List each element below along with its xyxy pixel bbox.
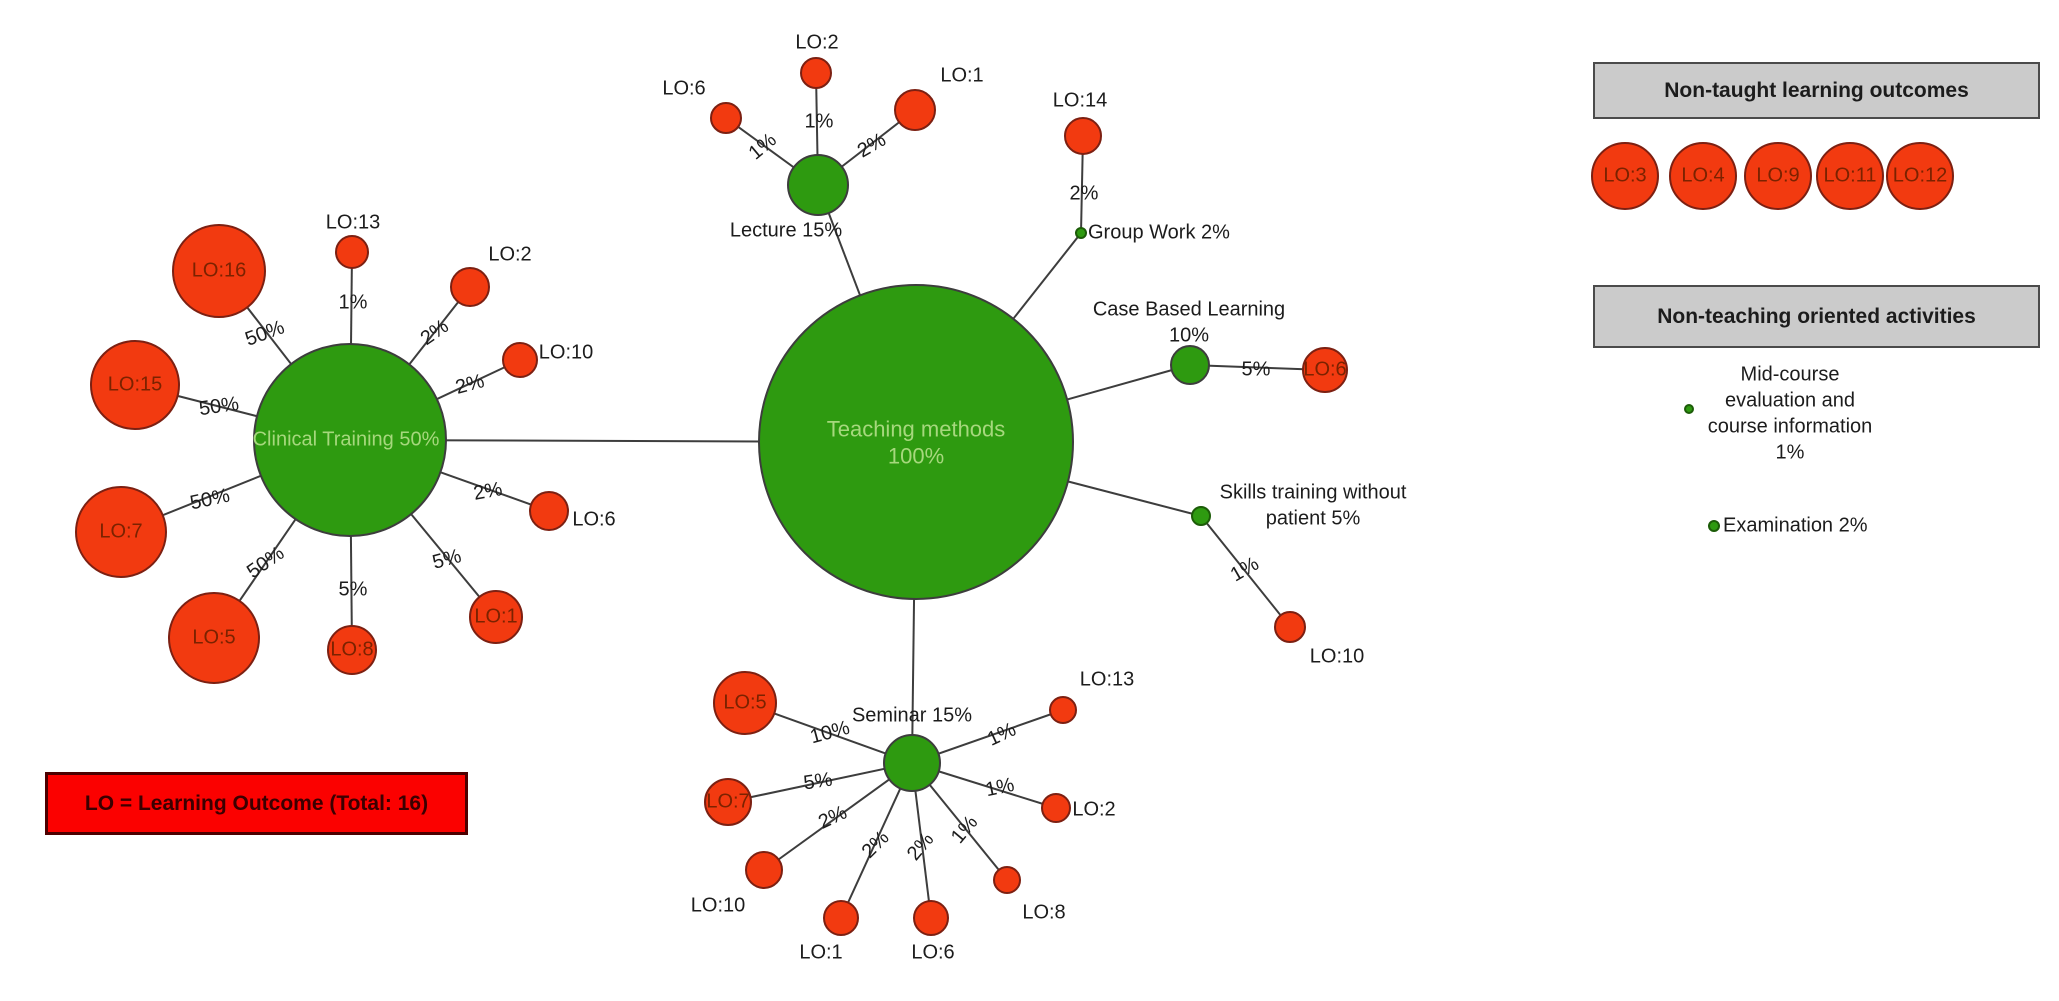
node-seminar <box>883 734 941 792</box>
node-clinical-training-lo-1-label: LO:1 <box>474 605 518 628</box>
edge-weight-seminar-lo-7: 5% <box>802 768 834 795</box>
legend-non-taught-title: Non-taught learning outcomes <box>1664 78 1969 102</box>
node-clinical-training <box>253 343 447 537</box>
node-seminar-lo-7-label: LO:7 <box>706 790 750 813</box>
edge-line <box>1200 515 1291 628</box>
node-case-based-learning <box>1170 345 1210 385</box>
legend-node-lo-3-label: LO:3 <box>1603 164 1647 187</box>
node-seminar-lo-10 <box>745 851 783 889</box>
node-lecture-lo-2 <box>800 57 832 89</box>
node-clinical-training-lo-13 <box>335 235 369 269</box>
node-clinical-training-lo-7-label: LO:7 <box>99 520 143 543</box>
node-skills-training-without-patient-label: Skills training without <box>1219 481 1407 504</box>
edge-line <box>763 762 913 871</box>
node-clinical-training-lo-6-label: LO:6 <box>572 508 616 531</box>
node-clinical-training-lo-8 <box>327 625 377 675</box>
node-clinical-training-lo-5 <box>168 592 260 684</box>
node-teaching-methods <box>758 284 1074 600</box>
node-case-based-learning-lo-6-label: LO:6 <box>1303 358 1347 381</box>
legend-note-text: LO = Learning Outcome (Total: 16) <box>84 791 429 815</box>
node-clinical-training-lo-16 <box>172 224 266 318</box>
node-skills-training-without-patient-lo-10-label: LO:10 <box>1309 645 1365 668</box>
node-seminar-lo-6 <box>913 900 949 936</box>
midcourse-evaluation-label-line: course information <box>1707 415 1873 438</box>
legend-note-box: LO = Learning Outcome (Total: 16) <box>45 772 468 835</box>
midcourse-evaluation-label-line: 1% <box>1775 441 1805 464</box>
node-case-based-learning-lo-6 <box>1302 347 1348 393</box>
node-lecture-lo-1-label: LO:1 <box>940 64 984 87</box>
examination-dot <box>1708 520 1720 532</box>
node-clinical-training-lo-5-label: LO:5 <box>192 626 236 649</box>
node-teaching-methods-label: Teaching methods <box>826 415 1006 441</box>
legend-node-lo-4-label: LO:4 <box>1681 164 1725 187</box>
legend-non-teaching-header: Non-teaching oriented activities <box>1593 285 2040 348</box>
node-seminar-lo-10-label: LO:10 <box>690 894 746 917</box>
node-clinical-training-lo-2 <box>450 267 490 307</box>
legend-node-lo-12-label: LO:12 <box>1892 164 1948 187</box>
node-group-work-label: Group Work 2% <box>1088 221 1230 244</box>
legend-node-lo-11 <box>1816 142 1884 210</box>
node-group-work-lo-14 <box>1064 117 1102 155</box>
legend-node-lo-11-label: LO:11 <box>1823 164 1877 187</box>
node-seminar-lo-13-label: LO:13 <box>1079 668 1135 691</box>
node-skills-training-without-patient <box>1191 506 1211 526</box>
node-clinical-training-lo-2-label: LO:2 <box>488 243 532 266</box>
node-clinical-training-lo-16-label: LO:16 <box>191 259 247 282</box>
node-seminar-lo-2 <box>1041 793 1071 823</box>
edge-weight-clinical-training-lo-6: 2% <box>471 478 505 505</box>
node-case-based-learning-label: Case Based Learning <box>1092 298 1286 321</box>
node-clinical-training-lo-7 <box>75 486 167 578</box>
node-seminar-lo-1-label: LO:1 <box>799 941 843 964</box>
legend-node-lo-3 <box>1591 142 1659 210</box>
node-clinical-training-lo-1 <box>469 590 523 644</box>
node-seminar-lo-1 <box>823 900 859 936</box>
edge-weight-case-based-learning-lo-6: 5% <box>1241 358 1271 381</box>
node-skills-training-without-patient-lo-10 <box>1274 611 1306 643</box>
node-teaching-methods-label: 100% <box>887 442 945 468</box>
node-lecture-lo-6-label: LO:6 <box>662 77 706 100</box>
midcourse-evaluation-dot <box>1684 404 1694 414</box>
node-group-work <box>1075 227 1087 239</box>
node-clinical-training-lo-13-label: LO:13 <box>325 211 381 234</box>
edge-weight-lecture-lo-2: 1% <box>804 110 834 133</box>
node-group-work-lo-14-label: LO:14 <box>1052 89 1108 112</box>
node-seminar-lo-8-label: LO:8 <box>1022 901 1066 924</box>
node-clinical-training-lo-10 <box>502 342 538 378</box>
node-seminar-lo-13 <box>1049 696 1077 724</box>
node-clinical-training-lo-15-label: LO:15 <box>107 373 163 396</box>
node-seminar-lo-5-label: LO:5 <box>723 691 767 714</box>
legend-node-lo-12 <box>1886 142 1954 210</box>
node-seminar-lo-7 <box>704 778 752 826</box>
node-skills-training-without-patient-label: patient 5% <box>1265 507 1361 530</box>
node-lecture-lo-2-label: LO:2 <box>795 31 839 54</box>
node-clinical-training-lo-10-label: LO:10 <box>538 341 594 364</box>
edge-weight-group-work-lo-14: 2% <box>1069 182 1099 205</box>
midcourse-evaluation-label-line: evaluation and <box>1724 389 1856 412</box>
node-seminar-lo-2-label: LO:2 <box>1072 798 1116 821</box>
legend-non-taught-header: Non-taught learning outcomes <box>1593 62 2040 119</box>
edge-weight-clinical-training-lo-13: 1% <box>338 291 368 314</box>
node-lecture-label: Lecture 15% <box>729 219 843 242</box>
node-lecture <box>787 154 849 216</box>
node-lecture-lo-1 <box>894 89 936 131</box>
node-clinical-training-label: Clinical Training 50% <box>252 428 440 451</box>
examination-label: Examination 2% <box>1723 514 1868 537</box>
node-seminar-label: Seminar 15% <box>851 704 973 727</box>
node-clinical-training-lo-15 <box>90 340 180 430</box>
midcourse-evaluation-label-line: Mid-course <box>1740 363 1840 386</box>
legend-non-teaching-title: Non-teaching oriented activities <box>1657 304 1976 328</box>
node-seminar-lo-6-label: LO:6 <box>911 941 955 964</box>
legend-node-lo-4 <box>1669 142 1737 210</box>
node-case-based-learning-label: 10% <box>1168 324 1210 347</box>
node-seminar-lo-8 <box>993 866 1021 894</box>
legend-node-lo-9 <box>1744 142 1812 210</box>
legend-node-lo-9-label: LO:9 <box>1756 164 1800 187</box>
edge-weight-clinical-training-lo-8: 5% <box>338 578 368 601</box>
node-seminar-lo-5 <box>713 671 777 735</box>
edge-line <box>727 762 913 803</box>
node-lecture-lo-6 <box>710 102 742 134</box>
node-clinical-training-lo-8-label: LO:8 <box>330 638 374 661</box>
node-clinical-training-lo-6 <box>529 491 569 531</box>
